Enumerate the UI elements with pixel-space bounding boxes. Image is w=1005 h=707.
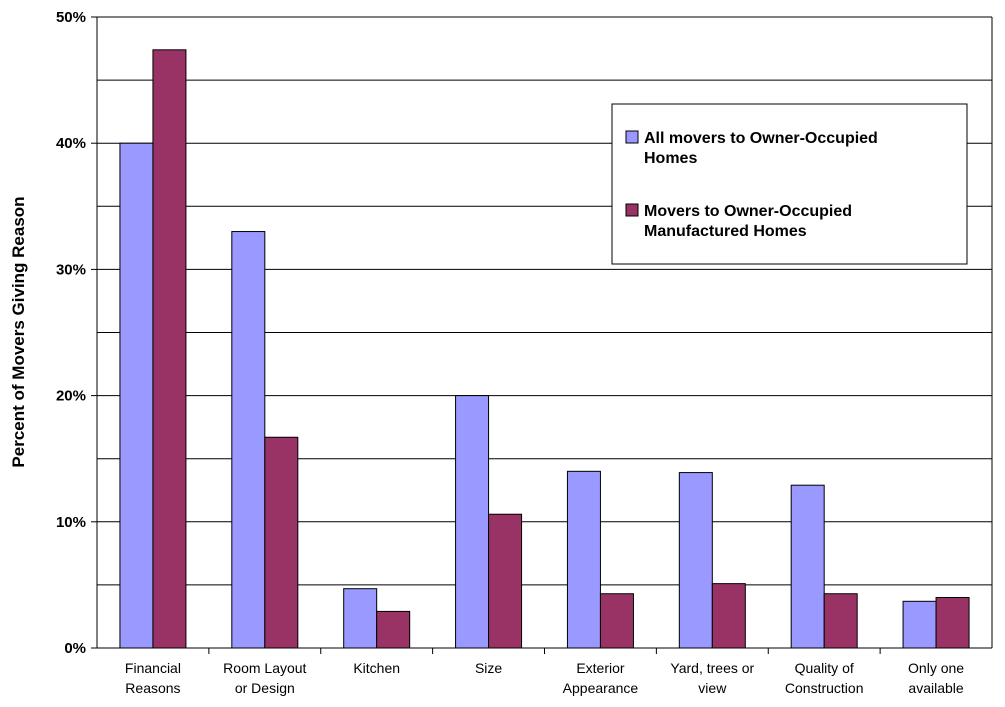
bar-series-1 <box>231 231 266 649</box>
bar-series-2 <box>711 583 746 649</box>
axes <box>91 16 993 654</box>
category-label: Yard, trees or view <box>670 660 754 696</box>
y-tick-label: 20% <box>56 388 86 405</box>
y-axis-label: Percent of Movers Giving Reason <box>9 196 28 467</box>
legend-label-1: All movers to Owner-Occupied Homes <box>644 130 878 167</box>
category-label: Only one available <box>908 660 964 696</box>
bar-series-1 <box>455 395 490 649</box>
category-label: Exterior Appearance <box>563 660 639 696</box>
y-tick-label: 40% <box>56 135 86 152</box>
bar-series-2 <box>152 49 187 649</box>
bar-series-1 <box>902 600 937 649</box>
bar-series-1 <box>119 142 154 649</box>
category-label: Quality of Construction <box>785 660 864 696</box>
category-label: Size <box>475 660 502 676</box>
category-label: Financial Reasons <box>125 660 181 696</box>
bar-series-1 <box>566 470 601 649</box>
bar-series-2 <box>599 593 634 649</box>
bar-series-1 <box>790 484 825 649</box>
bar-series-2 <box>823 593 858 649</box>
y-tick-labels: 0% 10% 20% 30% 40% 50% <box>56 9 86 657</box>
bar-series-2 <box>264 436 299 649</box>
legend-label-2: Movers to Owner-Occupied Manufactured Hom… <box>644 203 852 240</box>
legend-swatch-1 <box>625 130 639 144</box>
bar-series-1 <box>343 588 378 649</box>
y-tick-label: 10% <box>56 514 86 531</box>
bars <box>119 49 970 649</box>
category-labels: Financial Reasons Room Layout or Design Kitc… <box>125 660 964 696</box>
legend: All movers to Owner-Occupied Homes Movers … <box>611 103 968 265</box>
bar-series-2 <box>488 513 523 649</box>
y-tick-label: 30% <box>56 261 86 278</box>
category-label: Kitchen <box>353 660 400 676</box>
bar-series-2 <box>935 597 970 649</box>
legend-box <box>611 103 968 265</box>
y-tick-label: 0% <box>64 640 86 657</box>
y-tick-label: 50% <box>56 9 86 26</box>
category-label: Room Layout or Design <box>223 660 306 696</box>
bar-series-1 <box>678 472 713 649</box>
legend-swatch-2 <box>625 203 639 217</box>
bar-series-2 <box>376 610 411 649</box>
